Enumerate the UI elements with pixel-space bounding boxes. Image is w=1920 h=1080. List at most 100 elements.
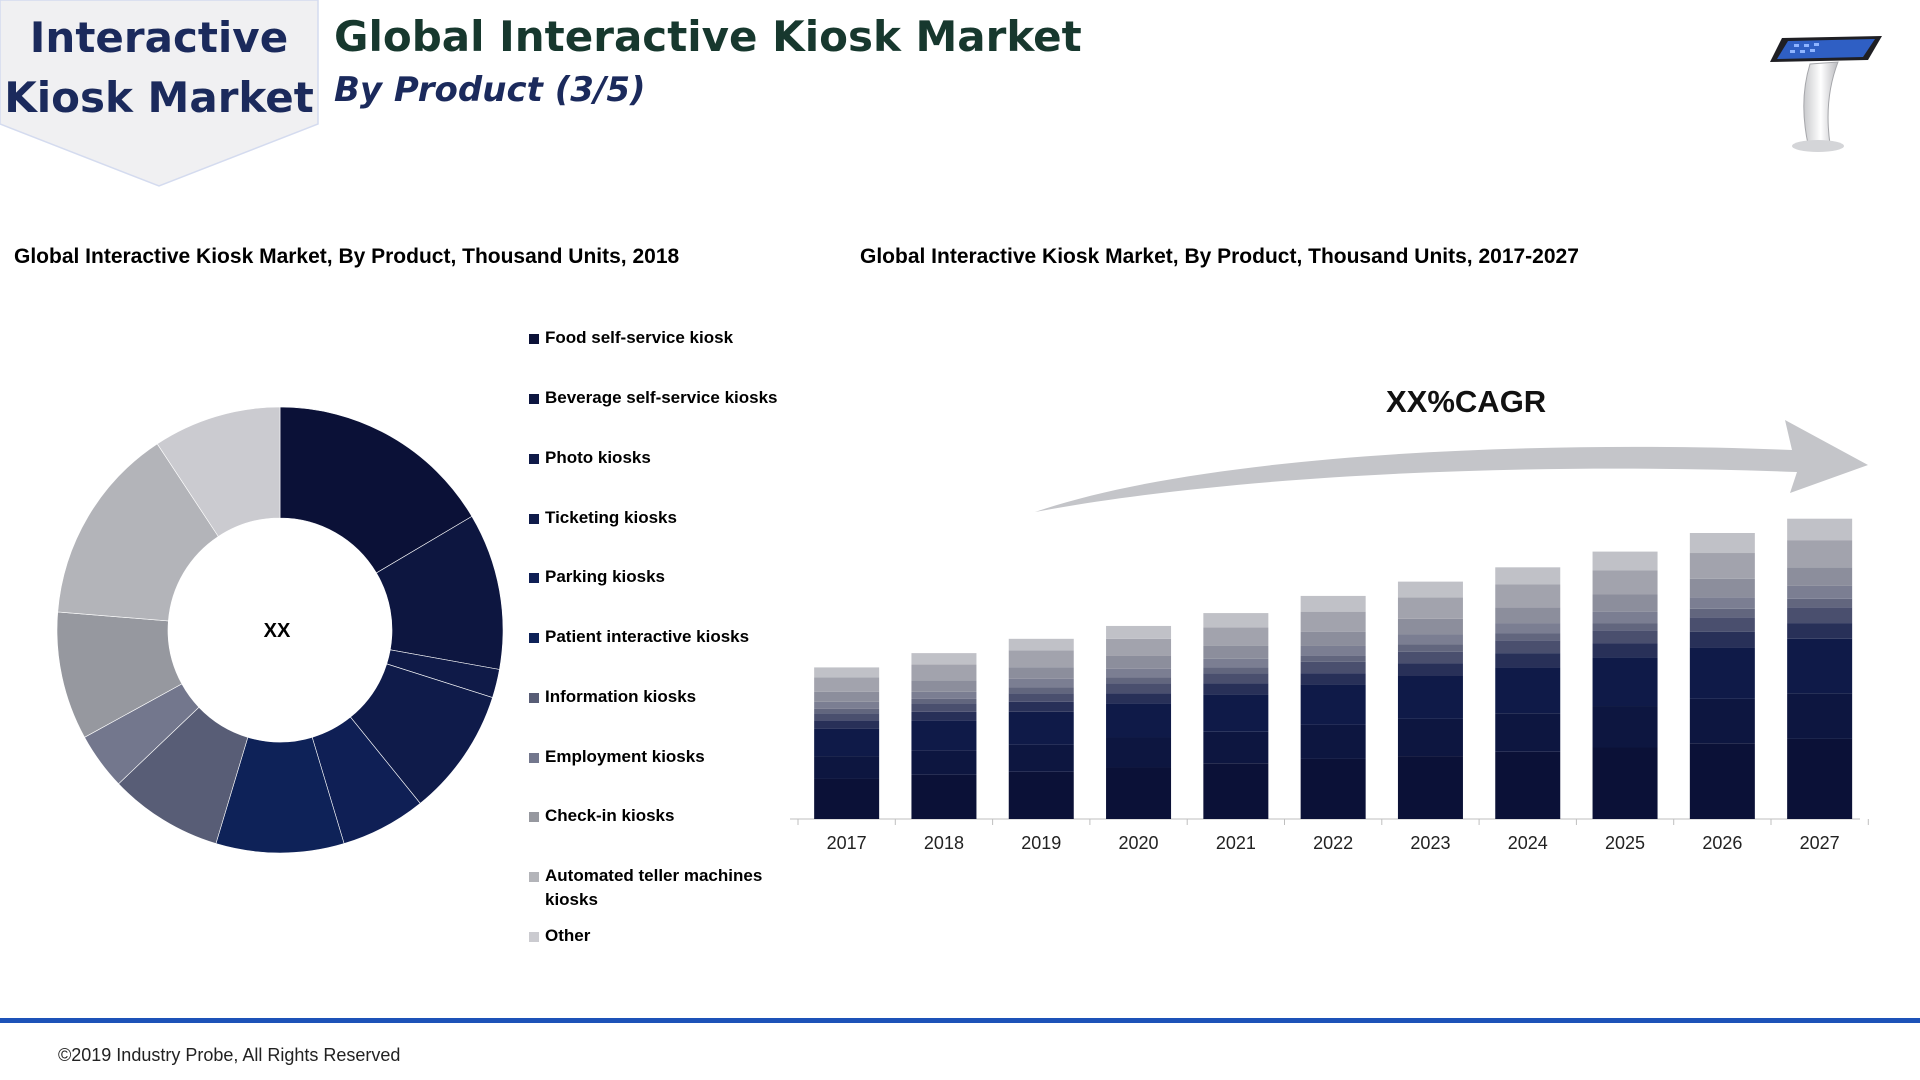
legend-item: Photo kiosks xyxy=(529,446,789,470)
x-tick-label: 2024 xyxy=(1508,833,1548,853)
bar-segment xyxy=(1106,638,1172,656)
page-title: Global Interactive Kiosk Market xyxy=(334,12,1082,61)
bar-segment xyxy=(1787,567,1853,586)
bar-segment xyxy=(1106,683,1172,694)
bar-segment xyxy=(1203,763,1269,819)
x-tick-label: 2023 xyxy=(1410,833,1450,853)
bar-segment xyxy=(1203,731,1269,764)
bar-segment xyxy=(1787,585,1853,599)
bar-segment xyxy=(1495,633,1561,641)
bar-segment xyxy=(1592,657,1658,707)
bar-segment xyxy=(1495,607,1561,624)
bar-segment xyxy=(1008,667,1074,679)
x-tick-label: 2019 xyxy=(1021,833,1061,853)
bar-segment xyxy=(911,680,977,692)
footer-divider xyxy=(0,1018,1920,1023)
bar-segment xyxy=(1787,607,1853,624)
bar-segment xyxy=(814,701,880,709)
cagr-arrow-icon xyxy=(1035,420,1868,512)
bar-segment xyxy=(1106,767,1172,819)
donut-slice xyxy=(156,406,281,537)
legend-item: Beverage self-service kiosks xyxy=(529,386,789,410)
bar-segment xyxy=(1203,627,1269,646)
bar-segment xyxy=(1203,694,1269,732)
donut-center-label: XX xyxy=(264,620,291,642)
legend-item: Ticketing kiosks xyxy=(529,506,789,530)
x-tick-label: 2017 xyxy=(827,833,867,853)
bar-segment xyxy=(1689,533,1755,554)
bar-segment xyxy=(1300,595,1366,612)
bar-segment xyxy=(911,664,977,681)
bar-segment xyxy=(1495,584,1561,608)
bar-segment xyxy=(1397,756,1463,819)
bar-segment xyxy=(1106,677,1172,684)
page-subtitle: By Product (3/5) xyxy=(334,70,646,110)
bar-segment xyxy=(911,703,977,712)
bar-segment xyxy=(1787,540,1853,568)
bar-segment xyxy=(1203,683,1269,695)
bar-chart-title: Global Interactive Kiosk Market, By Prod… xyxy=(860,245,1579,268)
bar-segment xyxy=(1203,673,1269,684)
bar-segment xyxy=(1787,623,1853,639)
bar-segment xyxy=(1300,673,1366,685)
x-tick-label: 2025 xyxy=(1605,833,1645,853)
bar-segment xyxy=(814,708,880,714)
bar-segment xyxy=(1397,634,1463,645)
bar-segment xyxy=(1689,647,1755,699)
stacked-bar-chart: 2017 2018 2019 2020 2021 2022 2023 2024 2025 2026… xyxy=(790,420,1869,853)
bar-segment xyxy=(1495,623,1561,634)
legend-item: Automated teller machines kiosks xyxy=(529,864,789,912)
donut-legend: Food self-service kiosk Beverage self-ser… xyxy=(529,326,789,956)
legend-swatch xyxy=(529,872,539,882)
bar-segment xyxy=(911,691,977,699)
x-tick-label: 2022 xyxy=(1313,833,1353,853)
bar-segment xyxy=(1592,623,1658,631)
legend-swatch xyxy=(529,932,539,942)
donut-chart: XX xyxy=(56,406,504,854)
bar-segment xyxy=(1689,631,1755,648)
bar-segment xyxy=(1787,518,1853,541)
legend-swatch xyxy=(529,514,539,524)
bar-segment xyxy=(1689,698,1755,744)
bar-segment xyxy=(1592,570,1658,595)
bar-segment xyxy=(1300,611,1366,632)
bar-segment xyxy=(1397,676,1463,719)
legend-label: Employment kiosks xyxy=(545,747,705,766)
bar-segment xyxy=(1397,597,1463,619)
bar-segment xyxy=(1008,701,1074,712)
bar-segment xyxy=(1397,651,1463,664)
bar-segment xyxy=(814,720,880,729)
badge-line-1: Interactive xyxy=(29,13,289,62)
bar-segment xyxy=(1495,751,1561,819)
bar-segment xyxy=(1300,645,1366,656)
bar-segment xyxy=(814,778,880,819)
bar-segment xyxy=(1397,718,1463,757)
badge-text: Interactive Kiosk Market xyxy=(0,8,318,128)
bar-segment xyxy=(1787,598,1853,608)
legend-label: Food self-service kiosk xyxy=(545,328,734,347)
bar-segment xyxy=(814,756,880,779)
bar-segment xyxy=(1495,567,1561,585)
bar-segment xyxy=(1300,631,1366,646)
bar-segment xyxy=(911,653,977,665)
bar-segment xyxy=(1689,743,1755,819)
legend-label: Parking kiosks xyxy=(545,567,666,586)
kiosk-illustration xyxy=(1770,36,1882,152)
legend-swatch xyxy=(529,334,539,344)
legend-item: Food self-service kiosk xyxy=(529,326,789,350)
bar-segment xyxy=(814,691,880,702)
bar-segment xyxy=(814,728,880,757)
legend-swatch xyxy=(529,633,539,643)
bar-segment xyxy=(1787,738,1853,819)
bar-segment xyxy=(1495,667,1561,714)
bar-segment xyxy=(1592,611,1658,624)
legend-swatch xyxy=(529,812,539,822)
x-tick-label: 2027 xyxy=(1800,833,1840,853)
donut-slice xyxy=(57,443,219,622)
bar-segment xyxy=(1397,644,1463,652)
legend-item: Information kiosks xyxy=(529,685,789,709)
donut-chart-title: Global Interactive Kiosk Market, By Prod… xyxy=(14,245,680,268)
bar-segment xyxy=(1397,581,1463,598)
legend-label: Automated teller machines kiosks xyxy=(545,866,763,909)
bar-segment xyxy=(1300,724,1366,759)
